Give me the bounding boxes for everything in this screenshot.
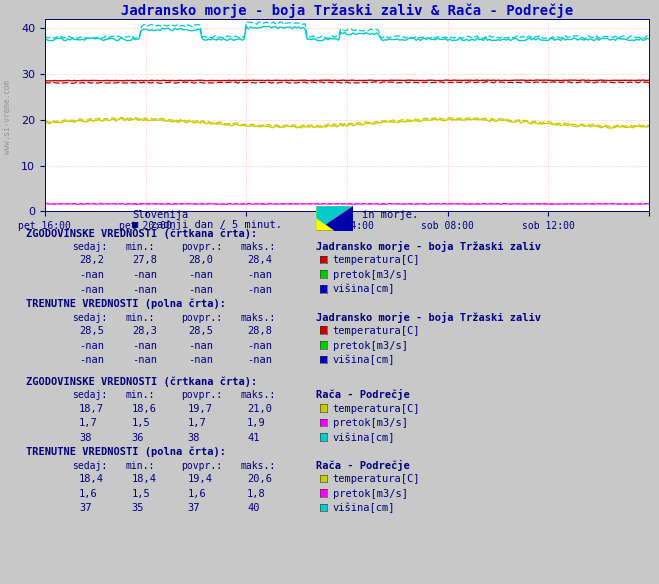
- Text: povpr.:: povpr.:: [181, 390, 222, 400]
- Text: -nan: -nan: [247, 284, 272, 294]
- Title: Jadransko morje - boja Tržaski zaliv & Rača - Podrečje: Jadransko morje - boja Tržaski zaliv & R…: [121, 3, 573, 18]
- Text: 41: 41: [247, 433, 260, 443]
- Text: -nan: -nan: [247, 355, 272, 365]
- Text: -nan: -nan: [79, 284, 104, 294]
- Text: 35: 35: [132, 503, 144, 513]
- Text: maks.:: maks.:: [241, 312, 275, 322]
- Polygon shape: [316, 218, 335, 231]
- Text: -nan: -nan: [79, 340, 104, 350]
- Text: 40: 40: [247, 503, 260, 513]
- Text: 27,8: 27,8: [132, 255, 157, 265]
- Text: 1,7: 1,7: [188, 418, 206, 428]
- Text: temperatura[C]: temperatura[C]: [333, 474, 420, 484]
- Text: ZGODOVINSKE VREDNOSTI (črtkana črta):: ZGODOVINSKE VREDNOSTI (črtkana črta):: [26, 376, 258, 387]
- Text: temperatura[C]: temperatura[C]: [333, 326, 420, 336]
- Text: Slovenija: Slovenija: [132, 210, 188, 220]
- Text: TRENUTNE VREDNOSTI (polna črta):: TRENUTNE VREDNOSTI (polna črta):: [26, 298, 226, 309]
- Text: temperatura[C]: temperatura[C]: [333, 404, 420, 413]
- Text: -nan: -nan: [132, 270, 157, 280]
- Text: 28,5: 28,5: [188, 326, 213, 336]
- Text: sedaj:: sedaj:: [72, 390, 107, 400]
- Text: temperatura[C]: temperatura[C]: [333, 255, 420, 265]
- Text: 38: 38: [79, 433, 92, 443]
- Text: višina[cm]: višina[cm]: [333, 354, 395, 365]
- Text: maks.:: maks.:: [241, 461, 275, 471]
- Text: 28,0: 28,0: [188, 255, 213, 265]
- Text: 28,5: 28,5: [79, 326, 104, 336]
- Text: pretok[m3/s]: pretok[m3/s]: [333, 489, 408, 499]
- Text: 18,6: 18,6: [132, 404, 157, 413]
- Text: 28,8: 28,8: [247, 326, 272, 336]
- Text: povpr.:: povpr.:: [181, 461, 222, 471]
- Text: pretok[m3/s]: pretok[m3/s]: [333, 270, 408, 280]
- Polygon shape: [316, 206, 353, 231]
- Polygon shape: [316, 206, 353, 231]
- Text: -nan: -nan: [188, 340, 213, 350]
- Text: višina[cm]: višina[cm]: [333, 503, 395, 513]
- Text: maks.:: maks.:: [241, 390, 275, 400]
- Text: -nan: -nan: [132, 355, 157, 365]
- Text: 1,8: 1,8: [247, 489, 266, 499]
- Text: -nan: -nan: [188, 270, 213, 280]
- Text: 28,4: 28,4: [247, 255, 272, 265]
- Text: 1,6: 1,6: [79, 489, 98, 499]
- Text: povpr.:: povpr.:: [181, 312, 222, 322]
- Text: TRENUTNE VREDNOSTI (polna črta):: TRENUTNE VREDNOSTI (polna črta):: [26, 447, 226, 457]
- Polygon shape: [316, 206, 353, 231]
- Text: 18,7: 18,7: [79, 404, 104, 413]
- Text: 1,9: 1,9: [247, 418, 266, 428]
- Text: min.:: min.:: [125, 461, 155, 471]
- Text: 28,3: 28,3: [132, 326, 157, 336]
- Text: pretok[m3/s]: pretok[m3/s]: [333, 340, 408, 350]
- Text: -nan: -nan: [132, 340, 157, 350]
- Text: -nan: -nan: [79, 355, 104, 365]
- Text: min.:: min.:: [125, 390, 155, 400]
- Text: višina[cm]: višina[cm]: [333, 432, 395, 443]
- Text: in morje.: in morje.: [362, 210, 418, 220]
- Text: Jadransko morje - boja Tržaski zaliv: Jadransko morje - boja Tržaski zaliv: [316, 311, 541, 322]
- Text: ZGODOVINSKE VREDNOSTI (črtkana črta):: ZGODOVINSKE VREDNOSTI (črtkana črta):: [26, 228, 258, 238]
- Text: Rača - Podrečje: Rača - Podrečje: [316, 460, 410, 471]
- Text: maks.:: maks.:: [241, 242, 275, 252]
- Text: 1,5: 1,5: [132, 489, 150, 499]
- Text: sedaj:: sedaj:: [72, 242, 107, 252]
- Text: 18,4: 18,4: [132, 474, 157, 484]
- Text: 38: 38: [188, 433, 200, 443]
- Text: 1,6: 1,6: [188, 489, 206, 499]
- Text: -nan: -nan: [188, 355, 213, 365]
- Text: 1,7: 1,7: [79, 418, 98, 428]
- Text: 1,5: 1,5: [132, 418, 150, 428]
- Text: višina[cm]: višina[cm]: [333, 284, 395, 294]
- Text: -nan: -nan: [188, 284, 213, 294]
- Text: 36: 36: [132, 433, 144, 443]
- Text: sedaj:: sedaj:: [72, 461, 107, 471]
- Text: 21,0: 21,0: [247, 404, 272, 413]
- Text: 37: 37: [188, 503, 200, 513]
- Text: 20,6: 20,6: [247, 474, 272, 484]
- Text: -nan: -nan: [132, 284, 157, 294]
- Text: min.:: min.:: [125, 242, 155, 252]
- Text: Jadransko morje - boja Tržaski zaliv: Jadransko morje - boja Tržaski zaliv: [316, 241, 541, 252]
- Text: sedaj:: sedaj:: [72, 312, 107, 322]
- Text: min.:: min.:: [125, 312, 155, 322]
- Text: pretok[m3/s]: pretok[m3/s]: [333, 418, 408, 428]
- Text: Rača - Podrečje: Rača - Podrečje: [316, 389, 410, 400]
- Text: 37: 37: [79, 503, 92, 513]
- Text: 19,7: 19,7: [188, 404, 213, 413]
- Text: -nan: -nan: [247, 270, 272, 280]
- Text: 28,2: 28,2: [79, 255, 104, 265]
- Text: www.si-vreme.com: www.si-vreme.com: [3, 80, 13, 154]
- Text: 19,4: 19,4: [188, 474, 213, 484]
- Text: povpr.:: povpr.:: [181, 242, 222, 252]
- Text: -nan: -nan: [79, 270, 104, 280]
- Text: 18,4: 18,4: [79, 474, 104, 484]
- Text: -nan: -nan: [247, 340, 272, 350]
- Text: ■  zadnji dan / 5 minut.: ■ zadnji dan / 5 minut.: [132, 220, 282, 230]
